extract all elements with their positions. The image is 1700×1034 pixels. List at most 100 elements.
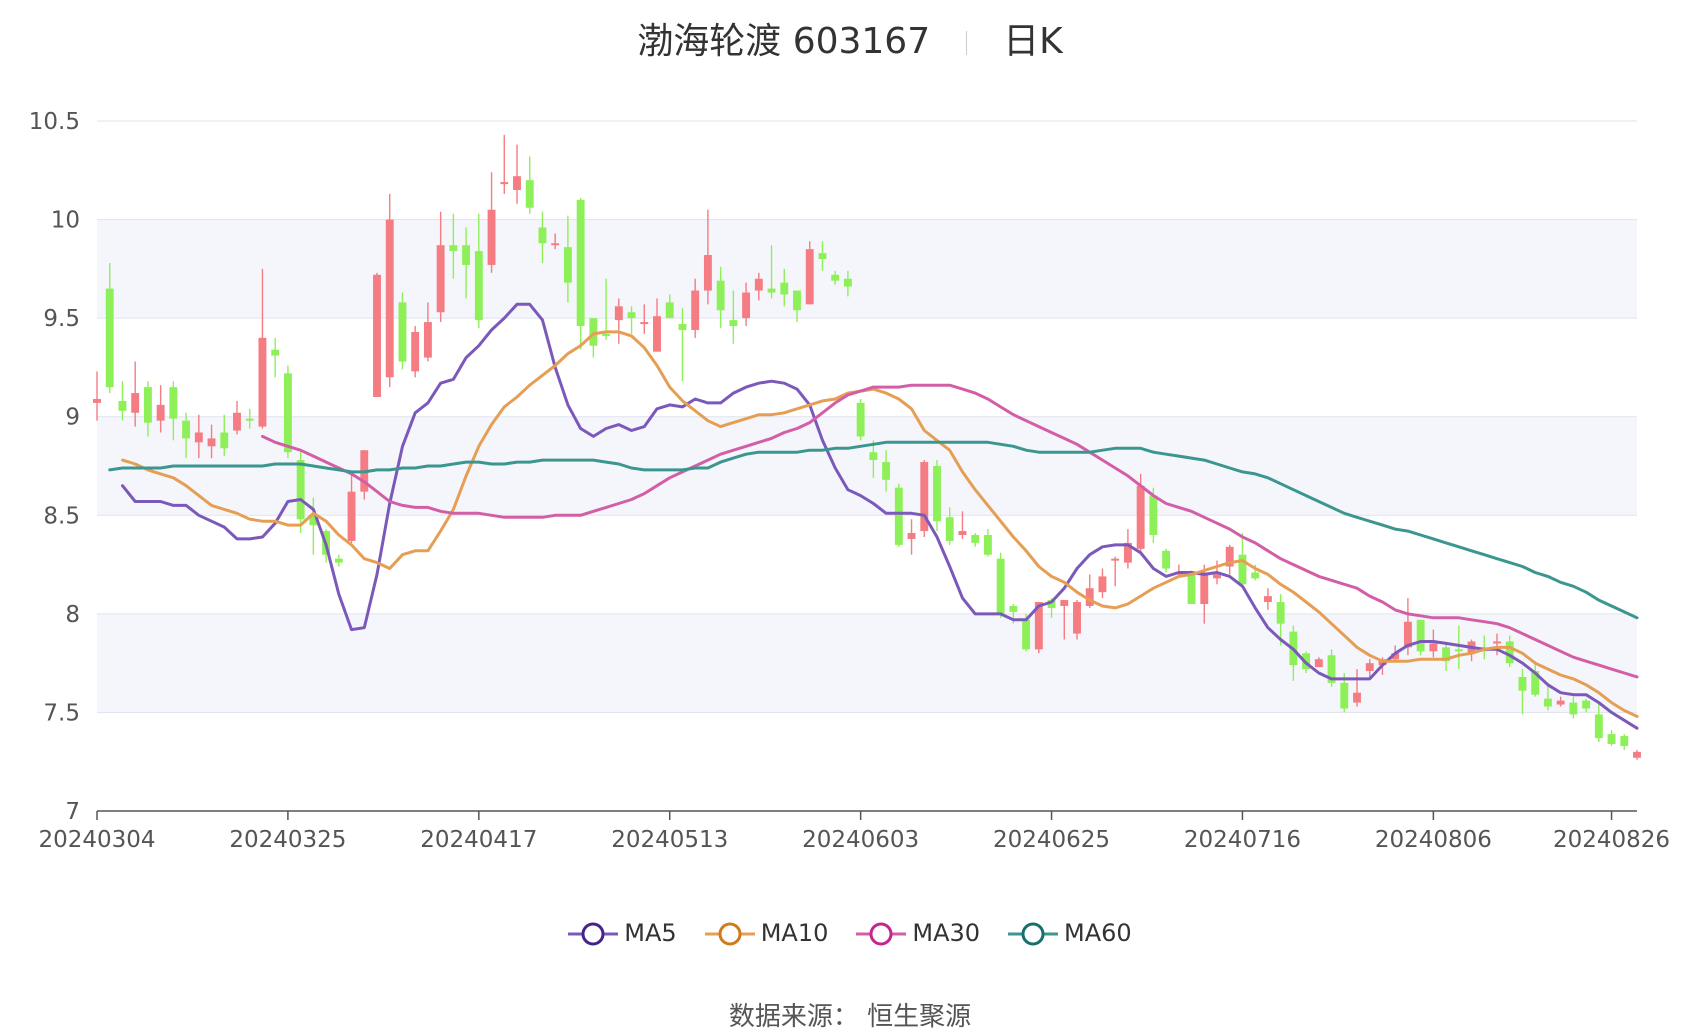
- candle-body: [983, 535, 992, 555]
- legend-label: MA60: [1064, 919, 1132, 947]
- y-tick-label: 8.5: [43, 503, 80, 529]
- candle-body: [1073, 602, 1081, 634]
- candle-body: [920, 462, 929, 532]
- candle-body: [1213, 574, 1221, 579]
- candle-body: [398, 302, 407, 362]
- x-tick-label: 20240806: [1375, 827, 1492, 853]
- candle-body: [1009, 605, 1018, 612]
- candle-body: [627, 312, 636, 319]
- candle-body: [1123, 542, 1132, 563]
- candle-body: [1505, 641, 1514, 664]
- candle-body: [958, 531, 967, 535]
- x-tick-label: 20240603: [802, 827, 919, 853]
- candle-body: [665, 302, 674, 319]
- legend-marker-icon: [704, 922, 755, 946]
- candle-body: [271, 349, 280, 356]
- candle-body: [1162, 550, 1171, 569]
- candle-body: [907, 533, 916, 539]
- y-tick-label: 10.5: [29, 109, 80, 135]
- legend-item-ma10[interactable]: MA10: [704, 919, 829, 947]
- legend-item-ma60[interactable]: MA60: [1008, 919, 1132, 947]
- candle-body: [1022, 619, 1031, 650]
- candle-body: [373, 274, 381, 397]
- candle-body: [614, 306, 623, 321]
- candle-body: [1060, 600, 1069, 606]
- candle-body: [1493, 641, 1501, 644]
- candle-body: [169, 387, 178, 419]
- candle-body: [945, 517, 954, 541]
- candle-body: [500, 182, 509, 185]
- candle-body: [1556, 700, 1565, 705]
- x-tick-label: 20240826: [1553, 827, 1670, 853]
- candle-body: [1531, 671, 1540, 695]
- candle-body: [818, 253, 827, 259]
- candle-body: [1569, 702, 1578, 715]
- candle-body: [525, 180, 534, 208]
- candle-body: [1543, 698, 1552, 707]
- legend-label: MA5: [624, 919, 677, 947]
- candle-body: [563, 247, 572, 283]
- candle-body: [1391, 653, 1400, 660]
- candle-body: [1251, 572, 1260, 579]
- candle-body: [245, 418, 254, 421]
- candle-body: [1327, 655, 1336, 683]
- stock-name: 渤海轮渡 603167: [637, 21, 931, 62]
- candle-body: [182, 420, 191, 439]
- candle-body: [423, 322, 432, 358]
- y-tick-label: 9: [65, 405, 80, 431]
- candle-body: [1314, 659, 1323, 668]
- legend-label: MA30: [912, 919, 981, 947]
- candle-body: [767, 288, 776, 293]
- candle-body: [691, 290, 700, 330]
- candle-body: [754, 278, 763, 291]
- candle-body: [805, 249, 814, 305]
- candle-body: [1340, 682, 1349, 709]
- candle-body: [716, 280, 725, 311]
- candle-body: [1098, 576, 1107, 593]
- candle-body: [894, 487, 903, 545]
- legend-item-ma30[interactable]: MA30: [856, 919, 980, 947]
- legend-label: MA10: [760, 919, 829, 947]
- candle-body: [411, 331, 420, 372]
- candle-body: [1594, 714, 1603, 739]
- candle-body: [194, 432, 203, 443]
- candle-body: [283, 373, 292, 453]
- candle-body: [487, 209, 496, 265]
- candle-body: [385, 219, 394, 378]
- candle-body: [551, 243, 560, 246]
- x-tick-label: 20240325: [229, 827, 346, 853]
- legend-item-ma5[interactable]: MA5: [568, 919, 677, 947]
- candle-body: [1454, 649, 1463, 652]
- candle-body: [1047, 600, 1056, 608]
- candle-body: [1085, 588, 1094, 606]
- candle-body: [347, 491, 356, 541]
- candle-body: [843, 278, 852, 287]
- y-tick-label: 9.5: [43, 306, 80, 332]
- candle-body: [1582, 700, 1591, 709]
- y-tick-label: 8: [65, 602, 80, 628]
- candle-body: [207, 438, 216, 447]
- candle-body: [996, 558, 1005, 614]
- candle-body: [1633, 751, 1641, 758]
- candle-body: [971, 535, 980, 543]
- candle-body: [1225, 546, 1234, 567]
- candle-body: [538, 227, 547, 244]
- ma-line-ma30: [261, 383, 1639, 679]
- y-tick-label: 10: [51, 208, 80, 234]
- title-divider: [966, 31, 968, 55]
- ma-line-ma5: [121, 302, 1639, 730]
- x-tick-label: 20240716: [1184, 827, 1301, 853]
- candle-body: [1111, 558, 1120, 561]
- candle-body: [793, 290, 801, 311]
- candle-body: [105, 288, 114, 388]
- candle-body: [1365, 663, 1374, 672]
- candle-body: [1136, 485, 1145, 549]
- ma-line-ma10: [121, 330, 1639, 718]
- candle-body: [334, 558, 343, 563]
- legend-marker-icon: [568, 922, 619, 946]
- candle-body: [1187, 572, 1196, 604]
- candle-body: [653, 316, 661, 352]
- y-tick-label: 7.5: [43, 700, 80, 726]
- candle-body: [220, 432, 229, 449]
